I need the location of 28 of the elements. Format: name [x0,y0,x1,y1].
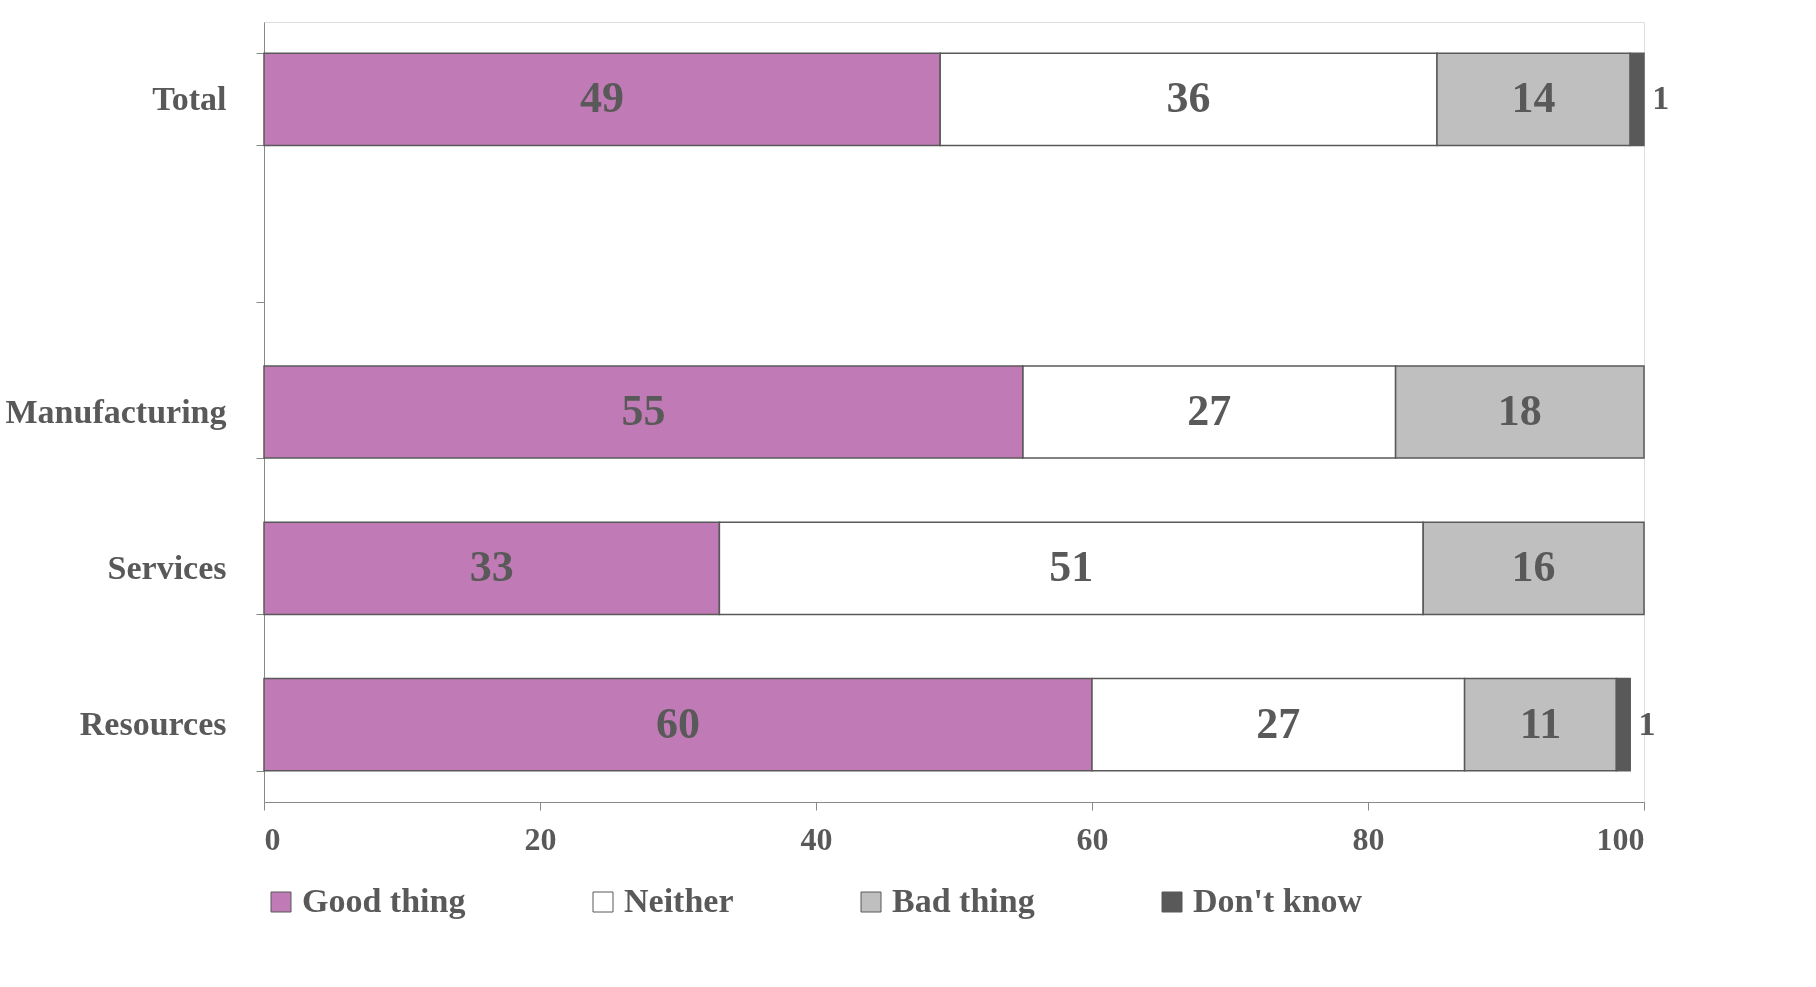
data-label: 11 [1519,698,1562,748]
data-label: 1 [1652,79,1670,117]
data-label: 55 [621,386,666,435]
data-label: 27 [1187,386,1232,435]
data-label: 18 [1497,386,1542,435]
data-label: 1 [1638,704,1656,742]
x-tick-label: 40 [800,820,833,857]
y-tick-label: Resources [79,705,227,743]
data-label: 16 [1511,542,1556,592]
y-tick-label: Services [107,548,227,586]
y-tick-label: Manufacturing [5,392,227,430]
x-tick-label: 0 [264,820,281,857]
data-label: 33 [469,542,514,592]
data-label: 60 [656,698,700,748]
legend-label: Don't know [1193,882,1363,919]
legend-label: Good thing [302,882,466,919]
x-tick-label: 80 [1352,820,1385,857]
x-tick-label: 20 [524,820,557,857]
data-label: 14 [1511,73,1556,123]
data-label: 49 [580,73,625,123]
legend-label: Bad thing [892,882,1035,919]
y-tick-label: Total [152,79,227,117]
data-label: 51 [1049,542,1094,592]
legend-label: Neither [624,882,734,919]
data-label: 36 [1166,73,1211,123]
data-label: 27 [1256,698,1301,748]
x-tick-label: 100 [1596,820,1645,857]
x-tick-label: 60 [1076,820,1109,857]
